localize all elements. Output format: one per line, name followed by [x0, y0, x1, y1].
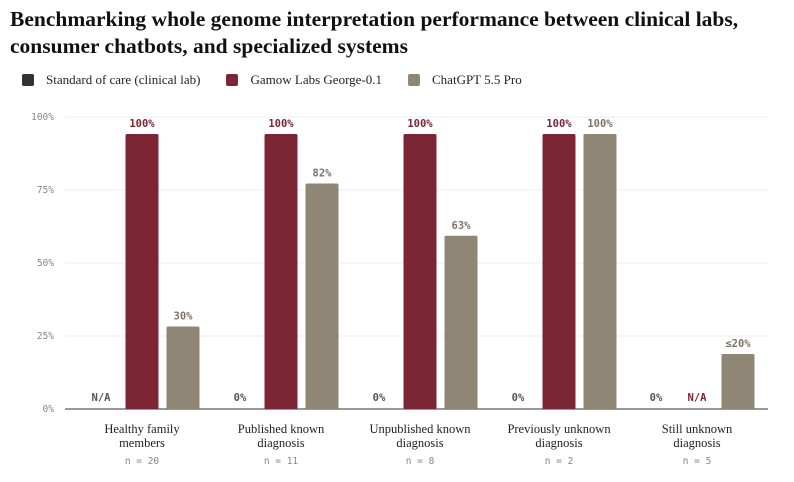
- legend-item-standard-of-care: Standard of care (clinical lab): [22, 72, 200, 88]
- bar: [721, 354, 755, 409]
- bar: [125, 134, 159, 409]
- data-label: 82%: [313, 168, 333, 180]
- chart-title: Benchmarking whole genome interpretation…: [10, 7, 739, 58]
- data-label: 63%: [452, 220, 472, 232]
- bar: [166, 326, 200, 409]
- y-tick-label: 100%: [31, 112, 54, 123]
- x-category-label: diagnosis: [535, 436, 582, 450]
- sample-size-label: n = 5: [683, 456, 712, 467]
- legend-label-chatgpt: ChatGPT 5.5 Pro: [432, 72, 522, 87]
- data-label: N/A: [92, 392, 112, 404]
- data-label: 100%: [407, 118, 433, 130]
- x-category-label: Still unknown: [662, 422, 733, 436]
- legend-swatch-george: [226, 74, 239, 86]
- x-category-label: members: [119, 436, 165, 450]
- legend: Standard of care (clinical lab) Gamow La…: [22, 72, 548, 88]
- sample-size-label: n = 20: [125, 456, 160, 467]
- sample-size-label: n = 2: [545, 456, 574, 467]
- legend-swatch-chatgpt: [408, 74, 421, 86]
- data-label: 0%: [373, 392, 386, 404]
- x-category-label: diagnosis: [396, 436, 443, 450]
- bar: [542, 134, 576, 409]
- data-label: 0%: [650, 392, 663, 404]
- data-label: 100%: [587, 118, 613, 130]
- x-category-label: diagnosis: [257, 436, 304, 450]
- x-category-label: diagnosis: [673, 436, 720, 450]
- legend-label-standard-of-care: Standard of care (clinical lab): [46, 72, 201, 87]
- data-label: 0%: [234, 392, 247, 404]
- x-category-label: Healthy family: [104, 422, 180, 436]
- y-tick-label: 50%: [37, 258, 54, 269]
- bar: [305, 183, 339, 409]
- data-label: 0%: [512, 392, 525, 404]
- data-label: 100%: [129, 118, 155, 130]
- legend-swatch-standard-of-care: [22, 74, 34, 86]
- y-tick-label: 0%: [43, 404, 55, 415]
- data-label: 30%: [174, 311, 194, 323]
- legend-label-george: Gamow Labs George-0.1: [250, 72, 383, 87]
- data-label: 100%: [546, 118, 572, 130]
- bar: [583, 134, 617, 409]
- y-tick-label: 25%: [37, 331, 54, 342]
- data-label: 100%: [268, 118, 294, 130]
- bar: [444, 235, 478, 409]
- legend-item-chatgpt: ChatGPT 5.5 Pro: [408, 72, 522, 88]
- y-tick-label: 75%: [37, 185, 54, 196]
- bar: [264, 134, 298, 409]
- x-category-label: Previously unknown: [507, 422, 611, 436]
- x-category-label: Published known: [238, 422, 325, 436]
- x-category-label: Unpublished known: [369, 422, 471, 436]
- bar: [403, 134, 437, 409]
- data-label: N/A: [688, 392, 708, 404]
- legend-item-george: Gamow Labs George-0.1: [226, 72, 382, 88]
- sample-size-label: n = 11: [264, 456, 299, 467]
- sample-size-label: n = 8: [406, 456, 435, 467]
- data-label: ≤20%: [725, 338, 751, 350]
